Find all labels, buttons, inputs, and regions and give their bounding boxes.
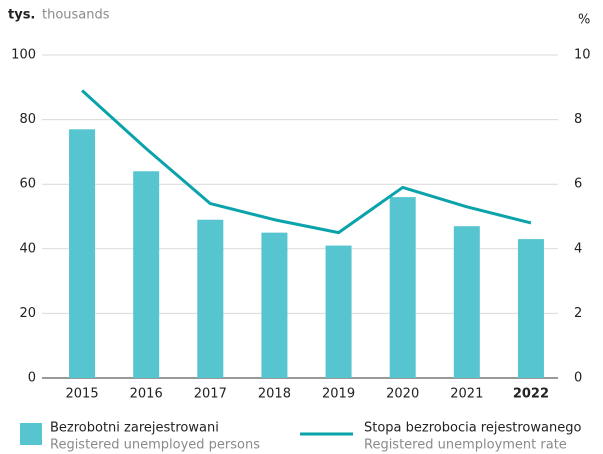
bar <box>453 226 480 378</box>
bar <box>261 232 288 378</box>
y-tick-label: 20 <box>19 306 36 321</box>
x-tick-label: 2018 <box>258 387 291 402</box>
y2-tick-label: 0 <box>574 371 582 386</box>
y-unit-en: thousands <box>42 8 110 23</box>
y2-tick-label: 2 <box>574 306 582 321</box>
legend-label: Bezrobotni zarejestrowani <box>50 421 219 436</box>
y2-unit: % <box>578 13 590 28</box>
x-tick-label: 2019 <box>322 387 355 402</box>
legend-swatch <box>20 423 42 445</box>
y-tick-label: 80 <box>19 112 36 127</box>
legend-label: Stopa bezrobocia rejestrowanego <box>364 421 581 436</box>
y2-tick-label: 8 <box>574 112 582 127</box>
bar <box>197 219 224 378</box>
y-tick-label: 0 <box>28 371 36 386</box>
y-tick-label: 40 <box>19 241 36 256</box>
legend-label-en: Registered unemployed persons <box>50 438 260 453</box>
bar <box>133 171 160 378</box>
bar <box>517 239 544 378</box>
bar <box>69 129 96 378</box>
y-tick-label: 60 <box>19 177 36 192</box>
x-tick-label: 2022 <box>513 387 549 402</box>
y2-tick-label: 6 <box>574 177 582 192</box>
x-tick-label: 2020 <box>386 387 419 402</box>
y-unit: tys. <box>8 8 35 23</box>
line <box>81 89 532 235</box>
legend-label-en: Registered unemployment rate <box>364 438 567 453</box>
y2-tick-label: 10 <box>574 48 591 63</box>
y-tick-label: 100 <box>11 48 36 63</box>
x-tick-label: 2017 <box>194 387 227 402</box>
x-tick-label: 2015 <box>66 387 99 402</box>
bar <box>389 197 416 378</box>
x-tick-label: 2021 <box>450 387 483 402</box>
bar <box>325 245 352 378</box>
x-tick-label: 2016 <box>130 387 163 402</box>
y2-tick-label: 4 <box>574 241 582 256</box>
